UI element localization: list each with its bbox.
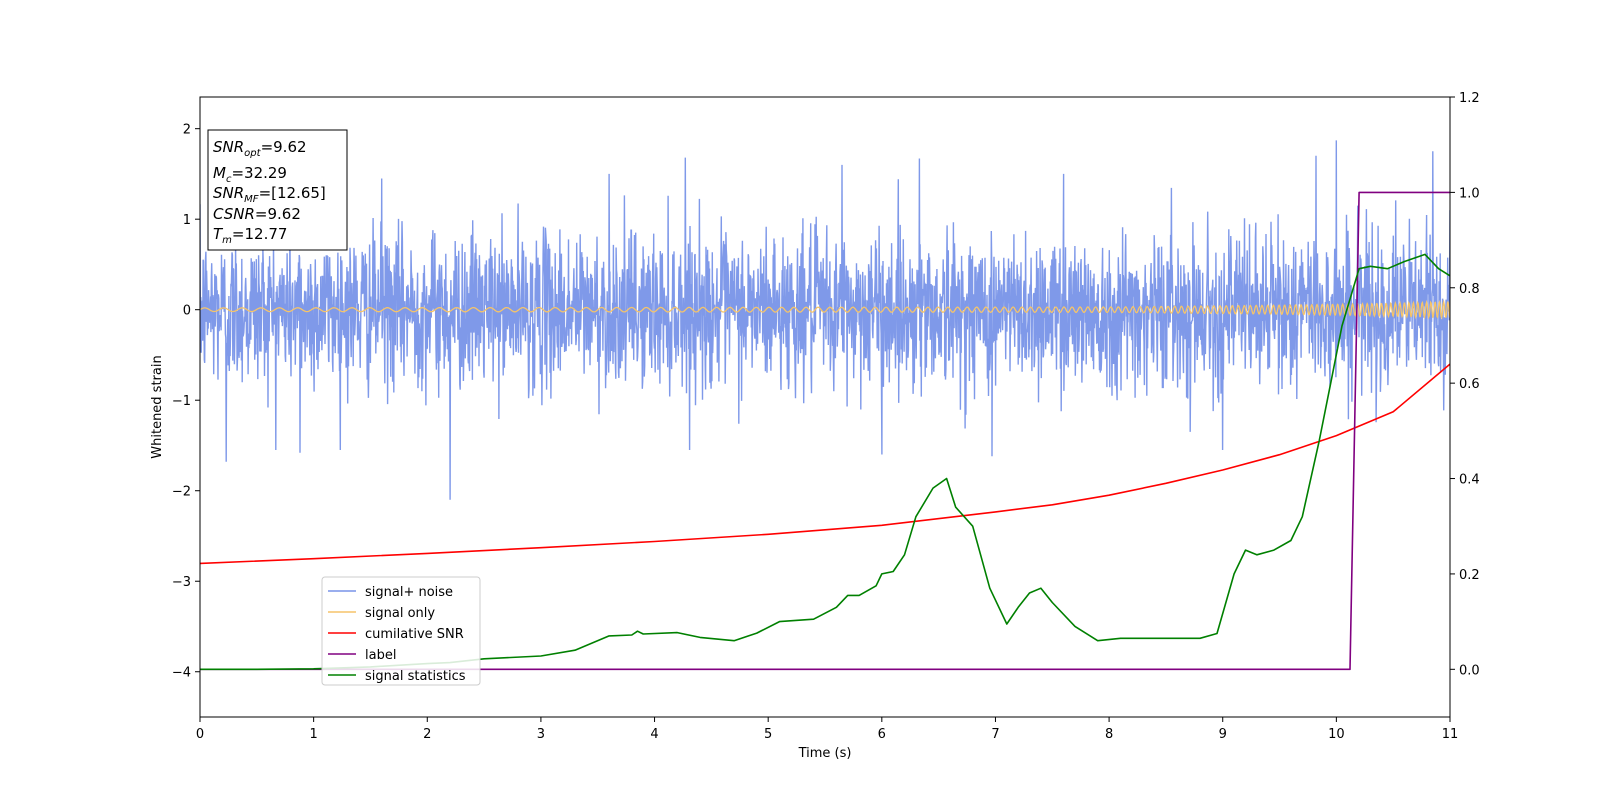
legend: signal+ noise signal only cumilative SNR la… (321, 576, 481, 686)
y-axis-left: −4 −3 −2 −1 0 1 2 (172, 123, 200, 681)
annotation-tm: Tm=12.77 (213, 225, 287, 246)
x-tick-label: 6 (878, 727, 886, 742)
series-signal-noise (200, 140, 1450, 500)
x-tick-label: 7 (991, 727, 999, 742)
x-axis: 0 1 2 3 4 5 6 7 8 9 10 11 (196, 717, 1458, 742)
x-tick-label: 3 (537, 727, 545, 742)
annotation-frame (207, 129, 348, 251)
axes-frame (199, 96, 1451, 718)
x-tick-label: 4 (650, 727, 658, 742)
legend-label: label (365, 648, 396, 663)
y2-tick-label: 1.2 (1459, 91, 1480, 106)
annotation-mc: Mc=32.29 (213, 164, 287, 185)
y-axis-label: Whitened strain (150, 355, 165, 458)
legend-label: signal statistics (365, 669, 466, 684)
annotation-csnr: CSNR=9.62 (213, 205, 301, 223)
legend-label: signal only (365, 606, 435, 621)
y-axis-right: 0.0 0.2 0.4 0.6 0.8 1.0 1.2 (1450, 91, 1480, 678)
x-tick-label: 11 (1442, 727, 1459, 742)
series-cumulative-snr (200, 363, 1450, 565)
x-tick-label: 1 (309, 727, 317, 742)
y2-tick-label: 0.2 (1459, 568, 1480, 583)
legend-label: cumilative SNR (365, 627, 464, 642)
y-tick-label: 1 (183, 213, 191, 228)
y-tick-label: −1 (172, 394, 191, 409)
y2-tick-label: 0.6 (1459, 377, 1480, 392)
y2-tick-label: 0.0 (1459, 663, 1480, 678)
y-tick-label: 2 (183, 123, 191, 138)
plot-area (199, 96, 1451, 718)
series-layer (200, 140, 1450, 671)
x-axis-label: Time (s) (798, 746, 852, 761)
series-signal-only (200, 299, 1450, 320)
annotation-snr-mf: SNRMF=[12.65] (213, 184, 326, 205)
y-tick-label: −4 (172, 666, 191, 681)
y-tick-label: −3 (172, 575, 191, 590)
annotation-snr-opt: SNRopt=9.62 (213, 138, 307, 159)
series-signal-statistics (200, 253, 1450, 671)
annotation-box: SNRopt=9.62 Mc=32.29 SNRMF=[12.65] CSNR=… (207, 129, 348, 251)
x-tick-label: 8 (1105, 727, 1113, 742)
x-tick-label: 2 (423, 727, 431, 742)
x-tick-label: 5 (764, 727, 772, 742)
x-tick-label: 0 (196, 727, 204, 742)
legend-label: signal+ noise (365, 585, 453, 600)
legend-frame (321, 576, 481, 686)
x-tick-label: 9 (1219, 727, 1227, 742)
y-tick-label: −2 (172, 485, 191, 500)
y2-tick-label: 1.0 (1459, 186, 1480, 201)
y2-tick-label: 0.4 (1459, 473, 1480, 488)
y2-tick-label: 0.8 (1459, 282, 1480, 297)
series-label (200, 191, 1450, 671)
y-tick-label: 0 (183, 304, 191, 319)
x-tick-label: 10 (1328, 727, 1345, 742)
